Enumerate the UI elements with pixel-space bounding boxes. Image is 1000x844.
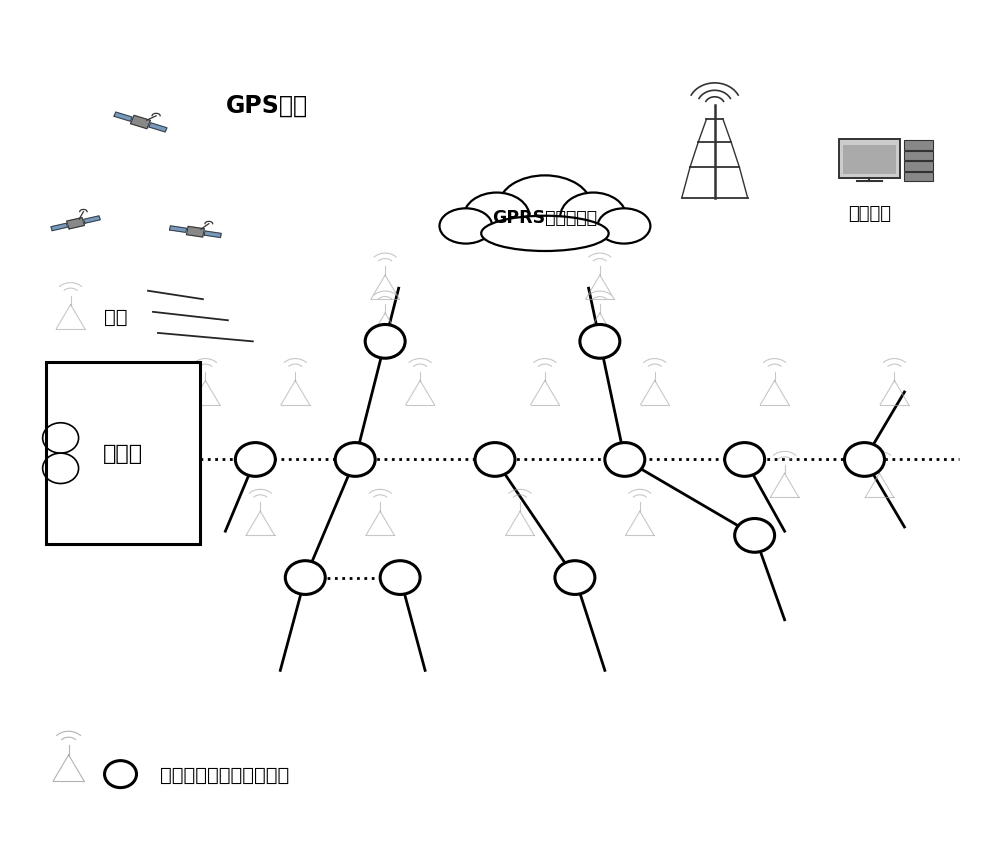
Bar [839,140,900,179]
Text: 装有故障定位装置的节点: 装有故障定位装置的节点 [160,765,290,784]
Bar [904,162,933,171]
Circle shape [605,443,645,477]
Ellipse shape [598,209,650,244]
Circle shape [105,760,137,787]
Polygon shape [84,217,100,224]
Ellipse shape [481,217,609,252]
Text: 授时: 授时 [104,307,127,326]
Polygon shape [149,124,167,133]
Circle shape [335,443,375,477]
Circle shape [725,443,765,477]
Polygon shape [114,113,132,122]
FancyBboxPatch shape [46,363,200,544]
Circle shape [380,561,420,595]
Polygon shape [131,116,150,129]
Ellipse shape [499,176,591,236]
Bar [843,146,896,176]
Text: GPS卫星: GPS卫星 [225,94,308,118]
Text: GPRS移动通信网: GPRS移动通信网 [492,209,597,227]
Circle shape [235,443,275,477]
Circle shape [475,443,515,477]
Bar [904,141,933,150]
Polygon shape [186,227,204,238]
Circle shape [845,443,884,477]
Text: 变电站: 变电站 [103,444,143,463]
Circle shape [365,325,405,359]
Circle shape [735,519,775,553]
Ellipse shape [439,209,492,244]
Ellipse shape [464,193,530,241]
Circle shape [555,561,595,595]
Circle shape [580,325,620,359]
Circle shape [285,561,325,595]
Polygon shape [67,219,84,230]
Polygon shape [51,224,68,231]
Text: 监控主站: 监控主站 [848,204,891,223]
Polygon shape [204,232,221,238]
Bar [904,172,933,181]
Polygon shape [170,226,187,233]
Bar [904,152,933,161]
Ellipse shape [560,193,626,241]
